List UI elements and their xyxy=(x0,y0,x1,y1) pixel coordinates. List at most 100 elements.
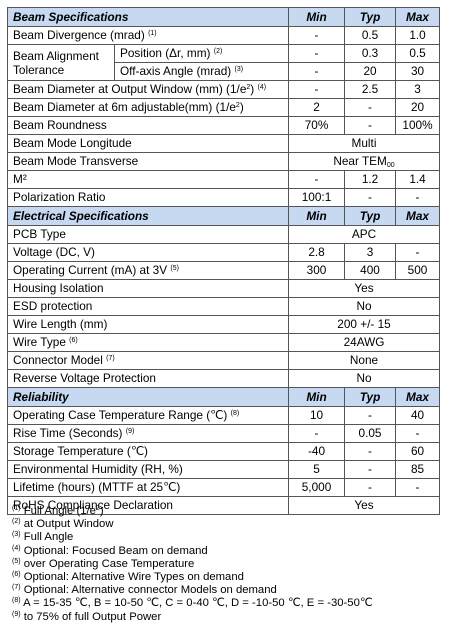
row-label: Beam Roundness xyxy=(6,116,290,135)
typ-cell: 400 xyxy=(344,261,397,280)
row-label: Wire Length (mm) xyxy=(6,315,290,334)
typ-cell: - xyxy=(344,460,397,479)
beam-min-header: Min xyxy=(288,7,346,27)
max-cell: 0.5 xyxy=(395,44,441,63)
table-row: Rise Time (Seconds) (9) - 0.05 - xyxy=(6,424,441,443)
typ-cell: 3 xyxy=(344,243,397,262)
row-label: Rise Time (Seconds) (9) xyxy=(6,424,290,443)
row-label: Lifetime (hours) (MTTF at 25℃) xyxy=(6,478,290,497)
beam-header-row: Beam Specifications Min Typ Max xyxy=(6,7,441,27)
row-label: M² xyxy=(6,170,290,189)
reliability-min-header: Min xyxy=(288,387,346,407)
footnote: (3) Full Angle xyxy=(12,531,74,544)
table-row: Beam Mode Transverse Near TEM00 xyxy=(6,152,441,171)
table-row: Operating Current (mA) at 3V (5) 300 400… xyxy=(6,261,441,280)
min-cell: - xyxy=(288,424,346,443)
table-row: ESD protection No xyxy=(6,297,441,316)
max-cell: 20 xyxy=(395,98,441,117)
footnote: (1) Full Angle (1/e2) xyxy=(12,505,104,517)
typ-cell: - xyxy=(344,406,397,425)
reliability-section-title: Reliability xyxy=(6,387,290,407)
min-cell: 300 xyxy=(288,261,346,280)
table-row: Voltage (DC, V) 2.8 3 - xyxy=(6,243,441,262)
table-row: Wire Length (mm) 200 +/- 15 xyxy=(6,315,441,334)
electrical-min-header: Min xyxy=(288,206,346,226)
table-row: Storage Temperature (℃) -40 - 60 xyxy=(6,442,441,461)
table-row: Beam Divergence (mrad) (1) - 0.5 1.0 xyxy=(6,26,441,45)
min-cell: -40 xyxy=(288,442,346,461)
min-cell: - xyxy=(288,62,346,81)
max-cell: 1.0 xyxy=(395,26,441,45)
row-label: Environmental Humidity (RH, %) xyxy=(6,460,290,479)
sub-label: Off-axis Angle (mrad) (3) xyxy=(113,62,290,81)
typ-cell: - xyxy=(344,116,397,135)
row-label: Beam Mode Longitude xyxy=(6,134,290,153)
typ-cell: - xyxy=(344,188,397,207)
electrical-section-title: Electrical Specifications xyxy=(6,206,290,226)
max-cell: 100% xyxy=(395,116,441,135)
reliability-max-header: Max xyxy=(395,387,441,407)
min-cell: 5,000 xyxy=(288,478,346,497)
row-label: Storage Temperature (℃) xyxy=(6,442,290,461)
table-row: Beam Diameter at Output Window (mm) (1/e… xyxy=(6,80,441,99)
row-label: Beam Diameter at 6m adjustable(mm) (1/e2… xyxy=(6,98,290,117)
table-row: Lifetime (hours) (MTTF at 25℃) 5,000 - - xyxy=(6,478,441,497)
table-row: Environmental Humidity (RH, %) 5 - 85 xyxy=(6,460,441,479)
beam-max-header: Max xyxy=(395,7,441,27)
row-label: Wire Type (6) xyxy=(6,333,290,352)
footnotes: (1) Full Angle (1/e2) (2) at Output Wind… xyxy=(12,505,452,624)
min-cell: 100:1 xyxy=(288,188,346,207)
value-cell: Near TEM00 xyxy=(288,152,441,171)
reliability-typ-header: Typ xyxy=(344,387,397,407)
table-row: Beam Alignment Tolerance Position (Δr, m… xyxy=(7,44,441,81)
row-label: Operating Case Temperature Range (℃) (8) xyxy=(6,406,290,425)
typ-cell: - xyxy=(344,442,397,461)
footnote: (4) Optional: Focused Beam on demand xyxy=(12,544,208,557)
value-cell: APC xyxy=(288,225,441,244)
max-cell: 30 xyxy=(395,62,441,81)
min-cell: 2 xyxy=(288,98,346,117)
min-cell: - xyxy=(288,80,346,99)
electrical-header-row: Electrical Specifications Min Typ Max xyxy=(6,206,441,226)
typ-cell: - xyxy=(344,478,397,497)
max-cell: - xyxy=(395,478,441,497)
row-label: RoHS Compliance Declaration xyxy=(6,496,290,515)
table-row: RoHS Compliance Declaration Yes xyxy=(6,496,441,515)
value-cell: Yes xyxy=(288,496,441,515)
max-cell: 1.4 xyxy=(395,170,441,189)
min-cell: - xyxy=(288,26,346,45)
row-label: Connector Model (7) xyxy=(6,351,290,370)
table-row: Beam Roundness 70% - 100% xyxy=(6,116,441,135)
row-label: Polarization Ratio xyxy=(6,188,290,207)
typ-cell: 0.05 xyxy=(344,424,397,443)
value-cell: None xyxy=(288,351,441,370)
row-label: Beam Mode Transverse xyxy=(6,152,290,171)
footnote: (2) at Output Window xyxy=(12,518,114,531)
spec-table: Beam Specifications Min Typ Max Beam Div… xyxy=(6,7,441,515)
table-row: Beam Diameter at 6m adjustable(mm) (1/e2… xyxy=(6,98,441,117)
typ-cell: 1.2 xyxy=(344,170,397,189)
row-label: Beam Divergence (mrad) (1) xyxy=(6,26,290,45)
row-label: ESD protection xyxy=(6,297,290,316)
min-cell: 2.8 xyxy=(288,243,346,262)
max-cell: - xyxy=(395,188,441,207)
footnote: (9) to 75% of full Output Power xyxy=(12,610,162,623)
max-cell: - xyxy=(395,243,441,262)
min-cell: 70% xyxy=(288,116,346,135)
table-row: Wire Type (6) 24AWG xyxy=(6,333,441,352)
value-cell: 24AWG xyxy=(288,333,441,352)
footnote: (7) Optional: Alternative connector Mode… xyxy=(12,584,277,597)
beam-typ-header: Typ xyxy=(344,7,397,27)
row-label: Housing Isolation xyxy=(6,279,290,298)
typ-cell: 0.3 xyxy=(344,44,397,63)
value-cell: Multi xyxy=(288,134,441,153)
row-label: Reverse Voltage Protection xyxy=(6,369,290,388)
value-cell: Yes xyxy=(288,279,441,298)
typ-cell: - xyxy=(344,98,397,117)
reliability-header-row: Reliability Min Typ Max xyxy=(6,387,441,407)
value-cell: No xyxy=(288,297,441,316)
beam-section-title: Beam Specifications xyxy=(6,7,290,27)
typ-cell: 0.5 xyxy=(344,26,397,45)
row-label: PCB Type xyxy=(6,225,290,244)
